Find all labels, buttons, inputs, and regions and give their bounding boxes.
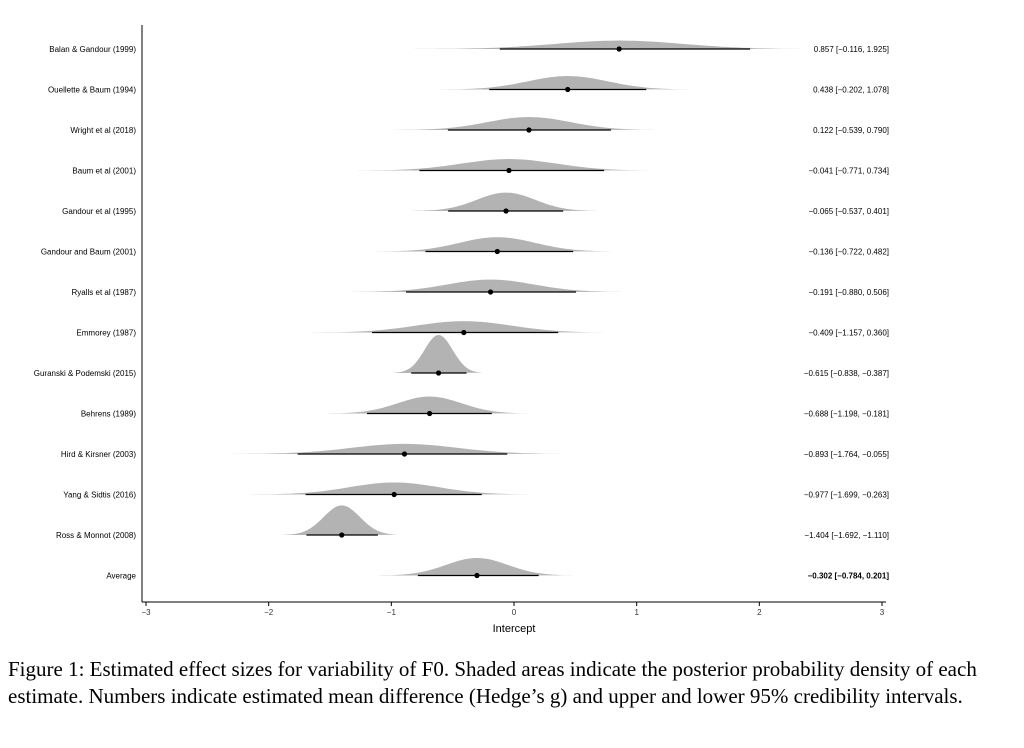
mean-point [339,532,345,538]
study-row: Gandour et al (1995) −0.065 [−0.537, 0.40… [62,192,889,216]
density-area [376,237,618,252]
mean-point [616,46,622,52]
mean-point [494,248,500,255]
study-label: Gandour et al (1995) [62,207,136,216]
density-area [439,76,696,90]
x-tick-label: 1 [634,608,639,617]
estimate-text: −0.136 [−0.722, 0.482] [808,248,889,257]
density-area [311,321,616,333]
estimate-text: −0.977 [−1.699, −0.263] [804,491,889,500]
study-row: Hird & Kirsner (2003) −0.893 [−1.764, −0.… [61,443,889,459]
study-label: Ryalls et al (1987) [72,288,137,297]
study-label: Average [106,572,136,581]
estimate-text: 0.438 [−0.202, 1.078] [813,86,889,95]
estimate-text: −0.409 [−1.157, 0.360] [808,329,889,338]
mean-point [503,208,509,214]
estimate-text: −0.688 [−1.198, −0.181] [804,410,889,419]
forest-plot: −3 −2 −1 0 1 2 3 Balan & Gandour (1999) 0.857 [… [34,25,889,635]
x-tick-label: 2 [757,608,762,617]
x-tick-label: −3 [141,608,151,617]
density-area [358,159,660,171]
mean-point [427,410,433,417]
mean-point [401,451,408,457]
estimate-text: −0.041 [−0.771, 0.734] [808,167,889,176]
study-label: Guranski & Podemski (2015) [34,369,137,378]
study-row: Yang & Sidtis (2016) −0.977 [−1.699, −0.2… [63,482,889,500]
study-label: Behrens (1989) [81,410,136,419]
estimate-text: 0.857 [−0.116, 1.925] [814,45,889,54]
study-row: Ryalls et al (1987) −0.191 [−0.880, 0.506… [72,279,889,297]
estimate-text: 0.122 [−0.539, 0.790] [813,126,889,135]
estimate-text: −0.615 [−0.838, −0.387] [804,369,889,378]
density-area [283,505,401,535]
study-row: Gandour and Baum (2001) −0.136 [−0.722, 0… [41,237,889,257]
density-area [393,335,484,373]
study-label: Emmorey (1987) [76,329,136,338]
study-row: Baum et al (2001) −0.041 [−0.771, 0.734] [72,159,889,176]
study-row: Guranski & Podemski (2015) −0.615 [−0.838… [34,335,889,378]
estimate-text: −1.404 [−1.692, −1.110] [804,531,889,540]
x-tick-label: 0 [512,608,517,617]
study-label: Balan & Gandour (1999) [49,45,136,54]
study-label: Hird & Kirsner (2003) [61,450,136,459]
study-row: Average −0.302 [−0.784, 0.201] [106,558,889,581]
x-tick-label: −2 [264,608,274,617]
estimate-text: −0.191 [−0.880, 0.506] [808,288,889,297]
mean-point [487,289,494,295]
x-tick-label: 3 [880,608,885,617]
mean-point [474,572,480,579]
density-area [233,443,576,454]
study-label: Yang & Sidtis (2016) [63,491,136,500]
estimate-text: −0.065 [−0.537, 0.401] [808,207,889,216]
figure-caption: Figure 1: Estimated effect sizes for var… [8,657,977,708]
density-area [414,40,824,49]
density-area [250,482,538,495]
study-row: Ouellette & Baum (1994) 0.438 [−0.202, 1.… [48,76,889,95]
study-row: Behrens (1989) −0.688 [−1.198, −0.181] [81,396,889,419]
study-row: Balan & Gandour (1999) 0.857 [−0.116, 1.9… [49,40,889,54]
density-area [395,117,662,130]
mean-point [565,86,571,93]
estimate-text: −0.893 [−1.764, −0.055] [804,450,889,459]
study-row: Wright et al (2018) 0.122 [−0.539, 0.790] [70,117,889,135]
estimate-text: −0.302 [−0.784, 0.201] [808,572,890,581]
mean-point [391,491,397,498]
mean-point [461,329,467,336]
study-row: Emmorey (1987) −0.409 [−1.157, 0.360] [76,321,889,338]
density-area [412,192,600,211]
density-area [378,558,576,576]
density-area [327,396,532,414]
study-label: Ouellette & Baum (1994) [48,86,136,95]
x-tick-label: −1 [387,608,397,617]
density-area [351,279,630,292]
study-row: Ross & Monnot (2008) −1.404 [−1.692, −1.1… [56,505,889,540]
study-label: Wright et al (2018) [70,126,136,135]
study-label: Ross & Monnot (2008) [56,531,136,540]
study-label: Baum et al (2001) [72,167,136,176]
mean-point [506,167,512,174]
mean-point [435,370,442,376]
study-label: Gandour and Baum (2001) [41,248,137,257]
x-axis-label: Intercept [493,623,536,635]
mean-point [526,127,532,133]
